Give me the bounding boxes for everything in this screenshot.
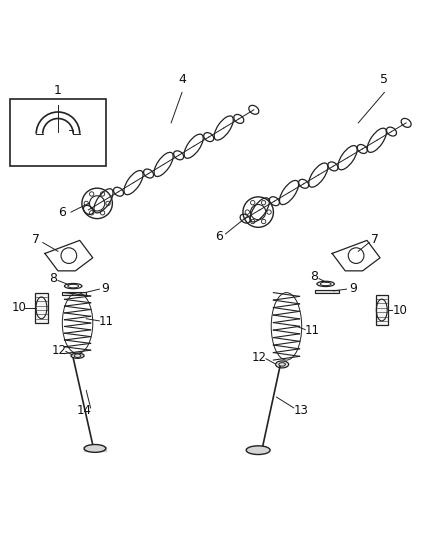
Text: 6: 6 bbox=[215, 230, 223, 244]
Text: 10: 10 bbox=[11, 301, 26, 314]
Text: 9: 9 bbox=[101, 282, 109, 295]
Text: 6: 6 bbox=[58, 206, 66, 219]
Ellipse shape bbox=[246, 446, 270, 455]
Text: 7: 7 bbox=[32, 233, 40, 246]
Text: 10: 10 bbox=[392, 303, 407, 317]
Text: 11: 11 bbox=[304, 325, 319, 337]
Bar bbox=[315, 289, 339, 293]
Ellipse shape bbox=[71, 353, 84, 358]
Text: 11: 11 bbox=[99, 316, 113, 328]
Text: 14: 14 bbox=[77, 405, 92, 417]
Text: 8: 8 bbox=[49, 272, 57, 285]
Ellipse shape bbox=[84, 445, 106, 453]
Text: 13: 13 bbox=[293, 403, 308, 417]
Bar bbox=[35, 293, 47, 323]
Text: 8: 8 bbox=[310, 270, 318, 284]
Text: 5: 5 bbox=[380, 73, 389, 86]
Text: 7: 7 bbox=[371, 233, 379, 246]
Text: 9: 9 bbox=[349, 282, 357, 295]
Ellipse shape bbox=[276, 361, 289, 368]
Bar bbox=[62, 292, 86, 295]
Text: 1: 1 bbox=[54, 84, 62, 97]
Text: 12: 12 bbox=[52, 344, 67, 357]
Text: 12: 12 bbox=[252, 351, 267, 364]
Bar bbox=[10, 99, 106, 166]
Bar bbox=[376, 295, 388, 325]
Text: 4: 4 bbox=[178, 73, 186, 86]
